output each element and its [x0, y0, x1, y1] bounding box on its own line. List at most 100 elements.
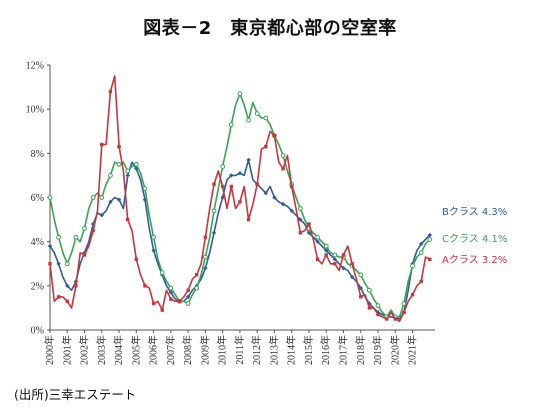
- data-point: [90, 221, 96, 227]
- data-point: [108, 199, 113, 205]
- x-tick-label: 2021年: [406, 335, 419, 365]
- data-point: [108, 173, 113, 178]
- x-tick-label: 2019年: [371, 335, 384, 365]
- data-point: [48, 262, 52, 266]
- x-tick-label: 2008年: [181, 335, 194, 365]
- data-point: [376, 312, 380, 317]
- data-point: [99, 195, 105, 200]
- x-tick-label: 2016年: [319, 335, 332, 365]
- data-point: [402, 310, 406, 315]
- x-tick-label: 2013年: [267, 335, 280, 365]
- x-tick-label: 2000年: [43, 335, 56, 365]
- data-point: [246, 217, 251, 222]
- data-point: [254, 111, 260, 116]
- data-point: [159, 270, 165, 275]
- data-point: [220, 184, 225, 189]
- chart-title: 図表－2 東京都心部の空室率: [143, 18, 397, 39]
- x-tick-label: 2018年: [354, 335, 367, 365]
- data-point: [349, 274, 355, 280]
- data-point: [134, 257, 139, 262]
- data-point: [56, 295, 61, 299]
- data-point: [212, 182, 216, 186]
- data-point: [393, 317, 397, 321]
- data-point: [315, 257, 320, 262]
- data-point: [186, 288, 190, 292]
- data-point: [228, 122, 234, 128]
- data-point: [229, 184, 233, 189]
- x-tick-label: 2017年: [336, 335, 349, 365]
- y-tick-label: 8%: [31, 149, 44, 160]
- data-point: [203, 265, 208, 271]
- data-point: [47, 195, 53, 200]
- data-point: [289, 208, 294, 213]
- data-point: [237, 171, 243, 176]
- data-point: [410, 263, 415, 269]
- data-point: [194, 285, 200, 291]
- series-Cクラス: [47, 91, 433, 320]
- data-point: [341, 265, 346, 271]
- x-tick-label: 2001年: [60, 335, 73, 365]
- data-point: [246, 117, 251, 123]
- data-point: [298, 231, 303, 235]
- data-point: [332, 252, 338, 258]
- data-point: [410, 292, 415, 297]
- y-tick-label: 4%: [31, 237, 44, 248]
- data-point: [366, 287, 372, 293]
- data-point: [280, 153, 286, 158]
- data-point: [108, 89, 113, 94]
- series-group: [47, 75, 433, 322]
- data-point: [117, 145, 121, 149]
- x-tick-label: 2012年: [250, 335, 263, 365]
- data-point: [297, 206, 303, 211]
- data-point: [56, 234, 62, 240]
- data-point: [168, 290, 174, 295]
- x-tick-label: 2006年: [147, 335, 160, 365]
- data-point: [169, 297, 173, 301]
- data-point: [143, 284, 147, 288]
- series-line: [49, 75, 431, 322]
- legend-label: Aクラス 3.2%: [442, 254, 507, 266]
- data-point: [151, 301, 156, 306]
- data-point: [427, 237, 433, 242]
- data-point: [237, 91, 243, 97]
- x-tick-label: 2002年: [78, 335, 91, 365]
- data-point: [315, 234, 321, 240]
- y-tick-label: 0%: [31, 326, 44, 337]
- data-point: [47, 243, 53, 249]
- data-point: [220, 164, 226, 169]
- source-note: (出所)三幸エステート: [14, 387, 137, 402]
- data-point: [323, 243, 329, 249]
- data-point: [125, 168, 131, 174]
- data-point: [419, 279, 423, 284]
- data-point: [133, 161, 139, 167]
- series-Aクラス: [48, 75, 432, 322]
- data-point: [264, 145, 268, 149]
- x-tick-label: 2009年: [198, 335, 211, 365]
- data-point: [142, 186, 148, 192]
- data-point: [151, 234, 156, 240]
- x-tick-label: 2011年: [233, 335, 246, 365]
- data-point: [91, 228, 95, 233]
- data-point: [401, 301, 407, 306]
- y-tick-label: 10%: [26, 105, 44, 116]
- x-tick-label: 2010年: [216, 335, 229, 365]
- data-point: [185, 294, 191, 300]
- data-point: [74, 284, 78, 288]
- data-point: [359, 295, 363, 299]
- data-point: [350, 262, 354, 266]
- data-point: [116, 161, 122, 167]
- legend-label: Bクラス 4.3%: [442, 206, 507, 218]
- data-point: [280, 201, 286, 207]
- data-point: [332, 257, 338, 262]
- x-tick-label: 2005年: [129, 335, 142, 365]
- data-point: [315, 239, 320, 244]
- data-point: [82, 226, 87, 231]
- data-point: [255, 182, 259, 186]
- data-point: [290, 184, 294, 189]
- x-tick-label: 2020年: [388, 335, 401, 365]
- data-point: [177, 299, 182, 303]
- data-point: [229, 173, 234, 178]
- data-point: [125, 173, 130, 178]
- data-point: [306, 230, 312, 236]
- data-point: [203, 235, 208, 239]
